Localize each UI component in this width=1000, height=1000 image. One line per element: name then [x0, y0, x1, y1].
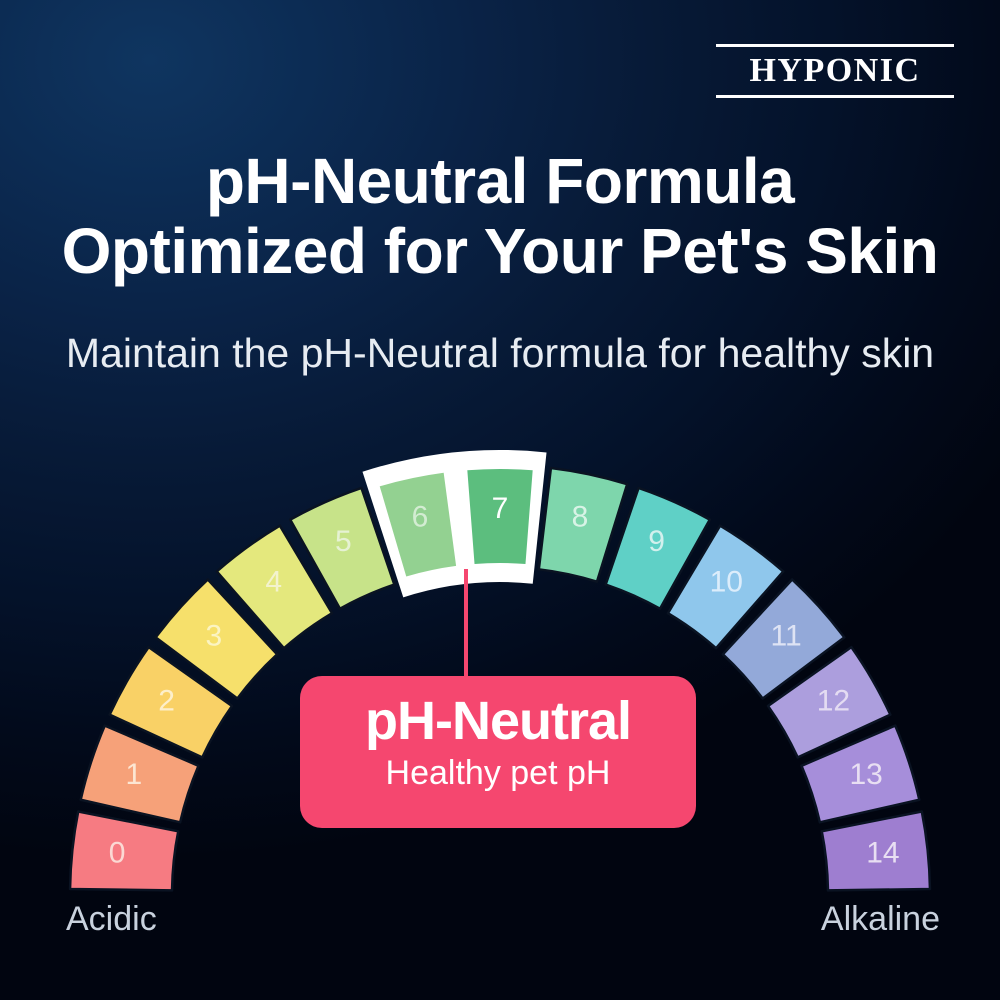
svg-text:0: 0	[109, 837, 126, 870]
svg-text:3: 3	[206, 619, 223, 652]
svg-text:1: 1	[125, 758, 142, 791]
svg-text:4: 4	[265, 565, 282, 598]
svg-text:10: 10	[710, 565, 743, 598]
svg-text:5: 5	[335, 525, 352, 558]
svg-text:2: 2	[158, 684, 175, 717]
svg-text:9: 9	[648, 525, 665, 558]
svg-text:13: 13	[850, 758, 883, 791]
svg-text:6: 6	[412, 500, 429, 533]
svg-text:11: 11	[771, 619, 802, 652]
svg-text:8: 8	[572, 500, 589, 533]
svg-text:14: 14	[866, 837, 899, 870]
svg-text:12: 12	[817, 684, 850, 717]
svg-text:7: 7	[492, 492, 509, 525]
